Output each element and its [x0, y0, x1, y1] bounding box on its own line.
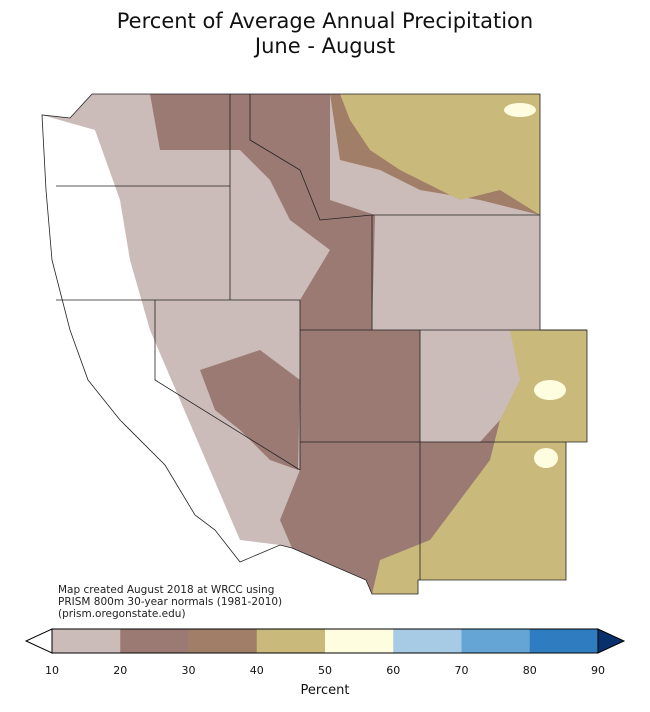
- region-cream-3: [534, 448, 558, 468]
- region-nv-dark: [200, 350, 300, 470]
- legend-tick: 20: [113, 664, 128, 677]
- legend-frame: [51, 628, 599, 654]
- legend-bin-70-80: [461, 629, 531, 653]
- map-subtitle: June - August: [254, 34, 396, 58]
- legend-bin-80-90: [529, 629, 599, 653]
- region-tan-east: [372, 330, 587, 594]
- legend-bin-30-40: [188, 629, 258, 653]
- legend-bin-20-30: [120, 629, 189, 653]
- legend-tick: 30: [181, 664, 196, 677]
- legend-bin-50-60: [325, 629, 394, 653]
- legend-bin-40-50: [256, 629, 326, 653]
- legend-under-triangle: [24, 628, 53, 654]
- legend-label: Percent: [300, 683, 350, 698]
- legend-tick: 80: [522, 664, 537, 677]
- legend-over-triangle: [597, 628, 626, 654]
- credit-line-3: (prism.oregonstate.edu): [58, 608, 186, 620]
- region-coastal-low: [42, 115, 280, 562]
- legend-tick: 40: [249, 664, 264, 677]
- region-tan-north: [340, 94, 540, 215]
- legend-tick: 50: [318, 664, 332, 677]
- legend-tick: 70: [454, 664, 469, 677]
- legend-tick: 90: [591, 664, 605, 677]
- region-cream-2: [534, 380, 566, 400]
- legend-tick: 10: [45, 664, 59, 677]
- state-borders: [41, 93, 588, 595]
- credit-line-2: PRISM 800m 30-year normals (1981-2010): [58, 596, 283, 608]
- legend-bin-10-20: [52, 629, 121, 653]
- credit-line-1: Map created August 2018 at WRCC using: [58, 584, 275, 596]
- legend-tick: 60: [386, 664, 401, 677]
- map-title: Percent of Average Annual Precipitation: [116, 9, 534, 33]
- legend-bin-60-70: [393, 629, 462, 653]
- region-cream-1: [504, 103, 536, 117]
